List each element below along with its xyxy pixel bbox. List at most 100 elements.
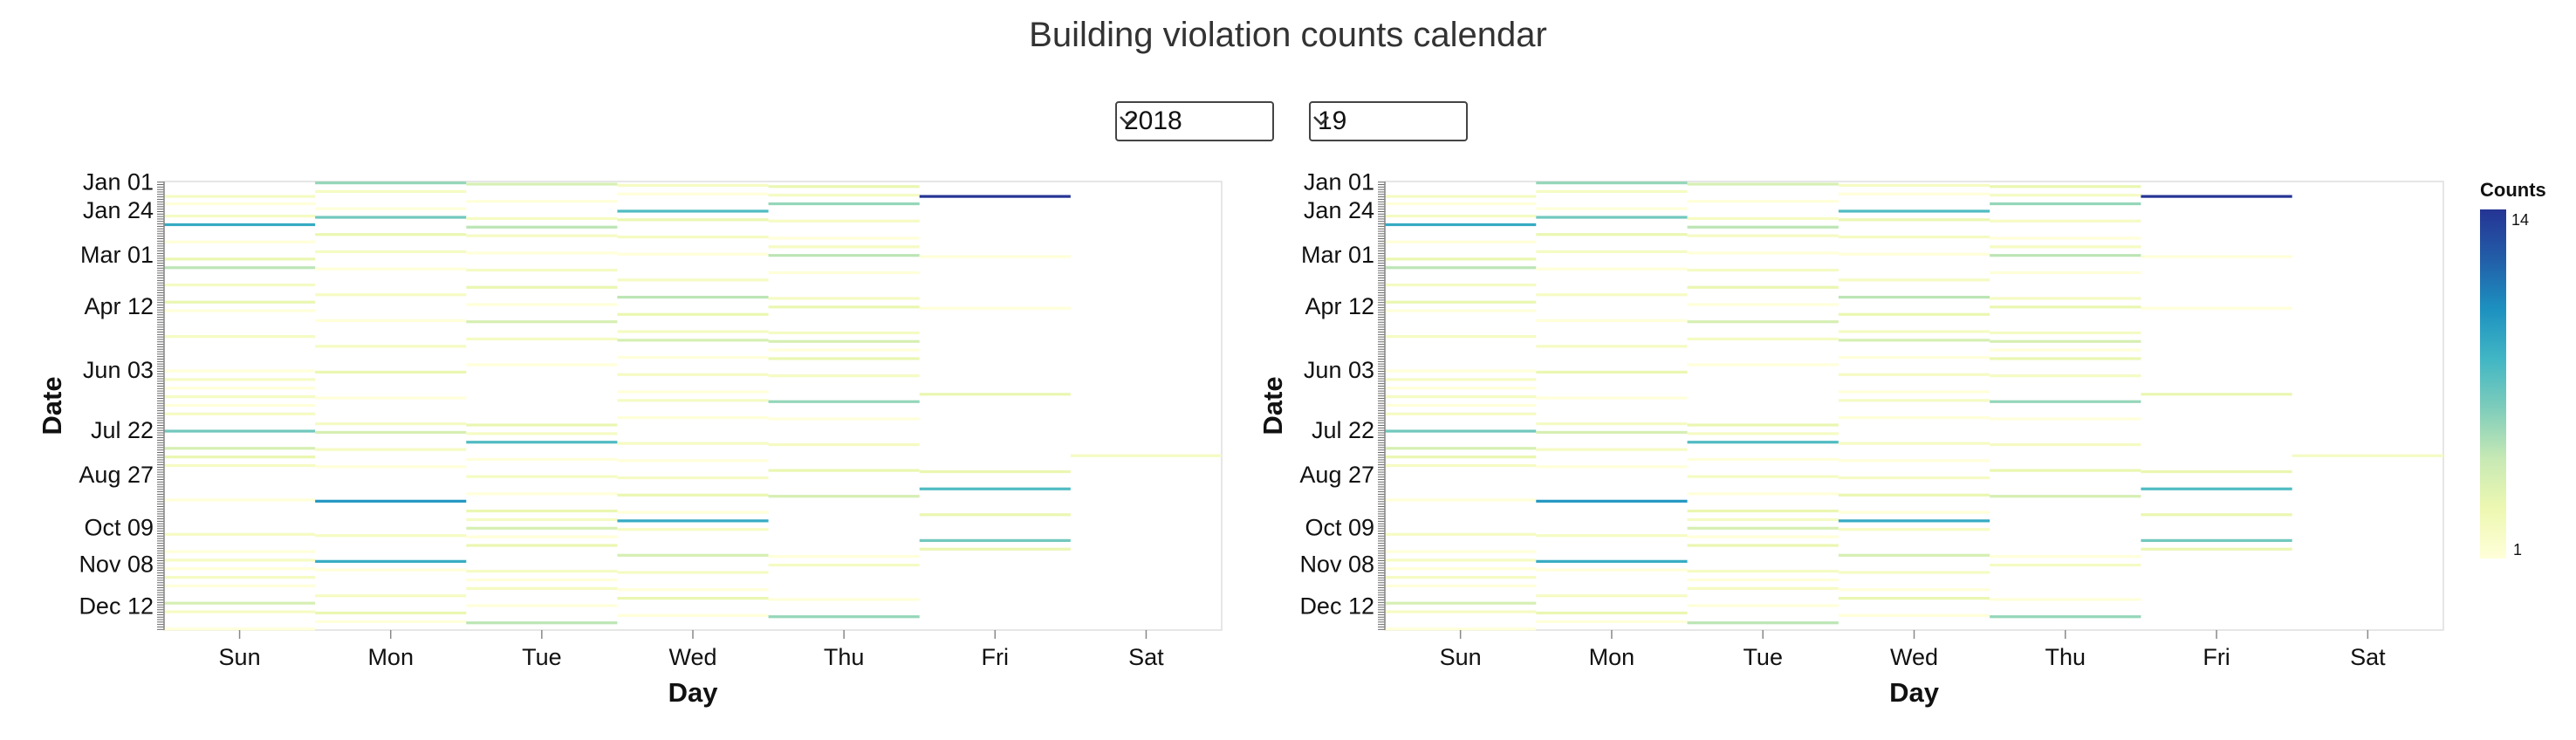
heatmap-cell bbox=[466, 225, 618, 229]
heatmap-cell bbox=[466, 578, 618, 582]
heatmap-cell bbox=[1838, 192, 1990, 195]
heatmap-cell bbox=[919, 547, 1071, 551]
heatmap-cell bbox=[466, 621, 618, 625]
heatmap-cell bbox=[1687, 200, 1839, 203]
heatmap-cell bbox=[1385, 550, 1537, 553]
heatmap-cell bbox=[164, 463, 316, 468]
heatmap-cell bbox=[617, 235, 769, 239]
heatmap-cell bbox=[1687, 423, 1839, 427]
heatmap-cell bbox=[1536, 534, 1688, 538]
x-tick-label: Tue bbox=[522, 644, 562, 670]
heatmap-cell bbox=[768, 271, 920, 274]
heatmap-cell bbox=[466, 569, 618, 573]
heatmap-cell bbox=[164, 266, 316, 270]
heatmap-cell bbox=[1990, 297, 2141, 300]
heatmap-cell bbox=[1838, 588, 1990, 592]
heatmap-cell bbox=[1385, 309, 1537, 312]
heatmap-cell bbox=[617, 330, 769, 333]
heatmap-cell bbox=[1990, 331, 2141, 335]
heatmap-cell bbox=[1687, 441, 1839, 444]
heatmap-cell bbox=[617, 613, 769, 617]
heatmap-cell bbox=[617, 209, 769, 213]
heatmap-cell bbox=[1687, 492, 1839, 496]
heatmap-cell bbox=[315, 594, 467, 598]
heatmap-cell bbox=[1990, 245, 2141, 249]
heatmap-cell bbox=[466, 268, 618, 272]
heatmap-cell bbox=[1385, 202, 1537, 206]
y-tick-label: Apr 12 bbox=[1305, 293, 1374, 319]
heatmap-cell bbox=[617, 192, 769, 195]
heatmap-cell bbox=[617, 476, 769, 480]
heatmap-cell bbox=[1838, 553, 1990, 557]
heatmap-cell bbox=[768, 245, 920, 249]
year-select[interactable]: 2018 bbox=[1115, 101, 1274, 141]
heatmap-cell bbox=[164, 576, 316, 579]
x-tick-label: Sun bbox=[1440, 644, 1482, 670]
heatmap-cell bbox=[1990, 219, 2141, 223]
heatmap-cell bbox=[1838, 355, 1990, 360]
heatmap-cell bbox=[164, 567, 316, 571]
heatmap-cell bbox=[617, 252, 769, 256]
heatmap-cell bbox=[768, 219, 920, 223]
heatmap-cell bbox=[1990, 442, 2141, 447]
heatmap-cell bbox=[1838, 373, 1990, 376]
heatmap-cell bbox=[919, 255, 1071, 258]
x-axis-title: Day bbox=[1889, 677, 1940, 708]
heatmap-cell bbox=[1990, 305, 2141, 309]
heatmap-cell bbox=[466, 441, 618, 444]
heatmap-cell bbox=[466, 604, 618, 607]
heatmap-cell bbox=[1385, 266, 1537, 270]
heatmap-cell bbox=[1838, 390, 1990, 394]
legend-min-label: 1 bbox=[2513, 541, 2522, 558]
heatmap-cell bbox=[2141, 306, 2292, 310]
heatmap-cell bbox=[1385, 257, 1537, 261]
heatmap-cell bbox=[1990, 254, 2141, 257]
heatmap-cell bbox=[2141, 538, 2292, 542]
heatmap-cell bbox=[164, 550, 316, 553]
heatmap-cell bbox=[1536, 345, 1688, 348]
heatmap-cell bbox=[1990, 185, 2141, 188]
heatmap-cell bbox=[1385, 576, 1537, 579]
heatmap-cell bbox=[1536, 396, 1688, 400]
heatmap-cell bbox=[315, 611, 467, 615]
heatmap-cell bbox=[1687, 363, 1839, 367]
heatmap-cell bbox=[617, 183, 769, 188]
y-tick-label: Nov 08 bbox=[79, 552, 154, 578]
heatmap-cell bbox=[1385, 558, 1537, 562]
heatmap-cell bbox=[466, 526, 618, 530]
heatmap-cell bbox=[1687, 526, 1839, 530]
heatmap-cell bbox=[768, 563, 920, 567]
heatmap-cell bbox=[2141, 255, 2292, 258]
heatmap-cell bbox=[768, 357, 920, 360]
heatmap-cell bbox=[617, 295, 769, 299]
heatmap-cell bbox=[1536, 430, 1688, 435]
heatmap-cell bbox=[768, 469, 920, 472]
heatmap-cell bbox=[315, 422, 467, 426]
heatmap-cell bbox=[164, 429, 316, 433]
heatmap-cell bbox=[1385, 463, 1537, 468]
heatmap-cell bbox=[466, 509, 618, 513]
heatmap-cell bbox=[1536, 293, 1688, 297]
heatmap-cell bbox=[1385, 584, 1537, 588]
heatmap-cell bbox=[1990, 194, 2141, 197]
heatmap-cell bbox=[315, 465, 467, 469]
day-select[interactable]: 19 bbox=[1309, 101, 1468, 141]
heatmap-cell bbox=[1990, 236, 2141, 240]
heatmap-cell bbox=[164, 335, 316, 339]
x-tick-label: Sat bbox=[2350, 644, 2386, 670]
heatmap-cell bbox=[1536, 216, 1688, 219]
heatmap-cell bbox=[466, 432, 618, 435]
heatmap-cell bbox=[315, 267, 467, 271]
heatmap-cell bbox=[1838, 613, 1990, 617]
heatmap-cell bbox=[2141, 547, 2292, 551]
heatmap-cell bbox=[617, 399, 769, 402]
heatmap-cell bbox=[1687, 578, 1839, 582]
heatmap-cell bbox=[919, 306, 1071, 310]
y-tick-label: Jan 24 bbox=[1304, 197, 1374, 223]
heatmap-cell bbox=[466, 303, 618, 306]
heatmap-cell bbox=[1536, 465, 1688, 469]
y-tick-label: Jan 24 bbox=[83, 197, 154, 223]
heatmap-cell bbox=[164, 627, 316, 631]
chevron-down-icon bbox=[1120, 116, 1135, 126]
heatmap-cell bbox=[1536, 620, 1688, 623]
